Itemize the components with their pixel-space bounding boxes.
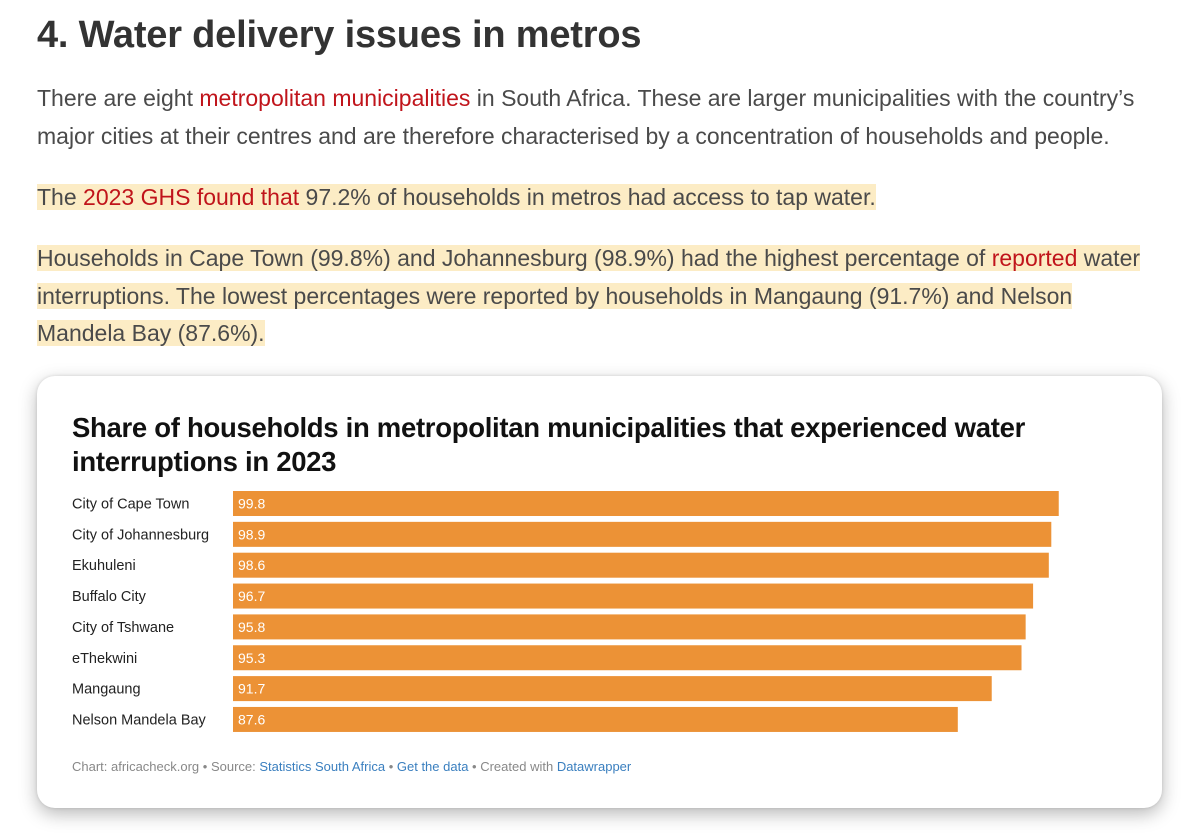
highlighted-text: The 2023 GHS found that 97.2% of househo… [37, 184, 876, 210]
ghs-2023-link[interactable]: 2023 GHS found that [83, 184, 300, 210]
p2-text-post: 97.2% of households in metros had access… [299, 184, 876, 210]
bar [233, 614, 1026, 640]
chart-title: Share of households in metropolitan muni… [72, 412, 1026, 477]
category-label: Mangaung [72, 682, 141, 698]
category-label: eThekwini [72, 651, 137, 667]
bar [233, 706, 958, 732]
value-label: 98.6 [238, 557, 265, 573]
paragraph-metros-intro: There are eight metropolitan municipalit… [37, 80, 1162, 155]
category-label: City of Tshwane [72, 620, 174, 636]
bar [233, 645, 1022, 671]
value-label: 96.7 [238, 588, 265, 604]
footer-created-with: • Created with [468, 759, 557, 774]
highlighted-text: Households in Cape Town (99.8%) and Joha… [37, 245, 1141, 346]
metropolitan-municipalities-link[interactable]: metropolitan municipalities [199, 85, 471, 111]
value-label: 91.7 [238, 681, 265, 697]
value-label: 95.8 [238, 619, 265, 635]
bar [233, 676, 992, 702]
p3-text-pre: Households in Cape Town (99.8%) and Joha… [37, 245, 992, 271]
value-label: 87.6 [238, 711, 265, 727]
datawrapper-link[interactable]: Datawrapper [556, 759, 632, 774]
section-heading: 4. Water delivery issues in metros [37, 14, 642, 56]
chart-footer: Chart: africacheck.org • Source: Statist… [72, 759, 631, 774]
bar [233, 583, 1034, 609]
category-label: Buffalo City [72, 589, 147, 605]
p1-text-post: in South Africa. These are larger munici… [37, 85, 1135, 149]
category-label: Nelson Mandela Bay [72, 712, 207, 728]
get-the-data-link[interactable]: Get the data [396, 759, 469, 774]
paragraph-tap-water: The 2023 GHS found that 97.2% of househo… [37, 179, 1162, 217]
reported-link[interactable]: reported [991, 245, 1078, 271]
source-link[interactable]: Statistics South Africa [259, 759, 386, 774]
paragraph-interruptions: Households in Cape Town (99.8%) and Joha… [37, 240, 1162, 353]
bar [233, 552, 1049, 578]
chart-card: Share of households in metropolitan muni… [37, 376, 1162, 808]
value-label: 99.8 [238, 496, 265, 512]
value-label: 98.9 [238, 526, 265, 542]
footer-sep: • [385, 759, 397, 774]
bar [233, 491, 1059, 516]
value-label: 95.3 [238, 650, 265, 666]
category-label: Ekuhuleni [72, 558, 136, 574]
category-label: City of Cape Town [72, 497, 189, 513]
p2-text-pre: The [37, 184, 84, 210]
p3-text-post: water interruptions. The lowest percenta… [37, 245, 1141, 346]
bar [233, 521, 1052, 547]
p1-text-pre: There are eight [37, 85, 200, 111]
footer-prefix: Chart: africacheck.org • Source: [72, 759, 260, 774]
category-label: City of Johannesburg [72, 527, 209, 543]
bar-chart: City of Cape Town 99.8 City of Johannesbur… [72, 491, 1059, 732]
